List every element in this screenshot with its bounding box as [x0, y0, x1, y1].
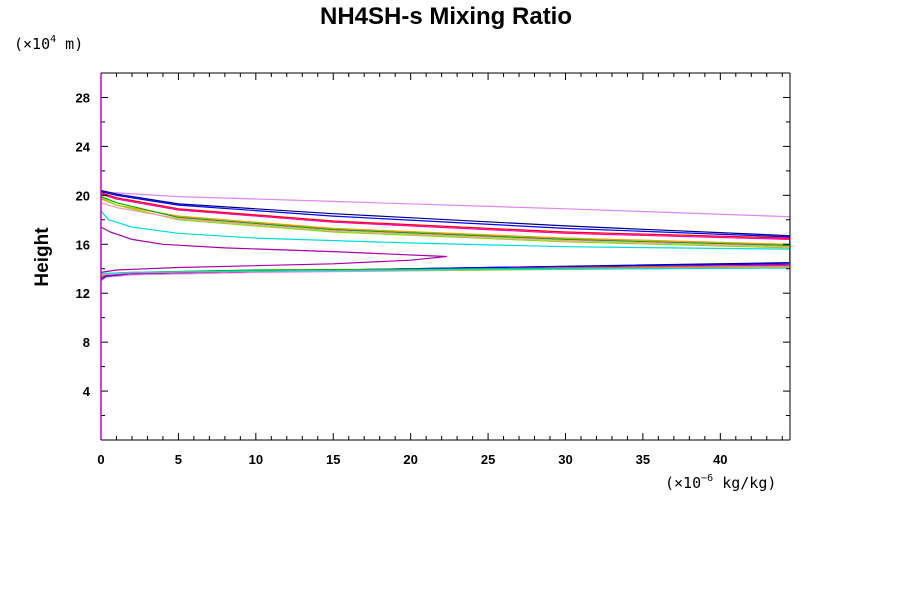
x-tick-label: 40 [713, 452, 727, 467]
y-unit-suffix: m) [56, 35, 83, 53]
series-line-cyan [101, 210, 790, 275]
tick-layer [100, 72, 790, 440]
x-unit-suffix: kg/kg) [713, 474, 776, 492]
y-tick-label: 24 [76, 139, 91, 154]
series-line-violet [101, 191, 790, 282]
y-unit-prefix: (×10 [14, 35, 50, 53]
x-unit-prefix: (×10 [665, 474, 701, 492]
y-tick-label: 28 [76, 90, 90, 105]
x-tick-label: 20 [403, 452, 417, 467]
x-tick-label: 10 [249, 452, 263, 467]
y-tick-label: 12 [76, 286, 90, 301]
x-tick-label: 25 [481, 452, 495, 467]
y-axis-label: Height [32, 227, 53, 287]
series-layer [101, 189, 790, 282]
x-axis-unit: (×10−6 kg/kg) [665, 473, 776, 492]
x-tick-label: 5 [175, 452, 182, 467]
series-line-magenta [101, 193, 790, 279]
x-tick-label: 30 [558, 452, 572, 467]
chart-title: NH4SH-s Mixing Ratio [320, 3, 572, 30]
tick-label-layer: 0 5 10 15 20 25 30 35 40 4 8 12 16 20 24 28 [76, 90, 728, 467]
x-tick-label: 15 [326, 452, 340, 467]
y-tick-label: 16 [76, 237, 90, 252]
y-axis-unit: (×104 m) [14, 34, 83, 53]
y-tick-label: 8 [83, 335, 90, 350]
series-line-purple [101, 226, 447, 273]
x-tick-label: 35 [636, 452, 650, 467]
y-tick-label: 20 [76, 188, 90, 203]
x-unit-exponent: −6 [701, 473, 713, 484]
y-unit-exponent: 4 [50, 34, 56, 45]
y-tick-label: 4 [83, 384, 91, 399]
x-tick-label: 0 [97, 452, 104, 467]
